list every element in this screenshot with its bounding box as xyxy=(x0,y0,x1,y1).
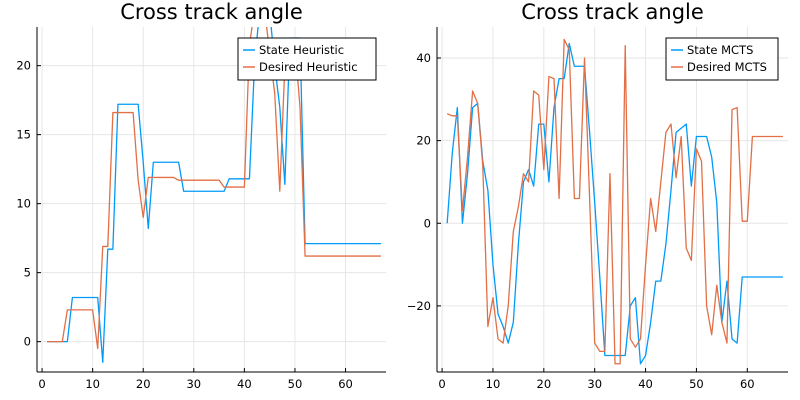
x-tick-label: 20 xyxy=(537,377,552,391)
series-line-1 xyxy=(47,27,381,363)
x-tick-label: 0 xyxy=(438,377,445,391)
legend-label-1: State Heuristic xyxy=(259,43,344,57)
x-tick-label: 20 xyxy=(136,377,151,391)
x-tick-label: 10 xyxy=(486,377,501,391)
y-tick-label: 40 xyxy=(416,51,431,65)
legend-label-2: Desired MCTS xyxy=(687,60,767,74)
x-tick-label: 30 xyxy=(587,377,602,391)
y-tick-label: −20 xyxy=(407,299,431,313)
x-tick-label: 60 xyxy=(740,377,755,391)
legend: State Heuristic Desired Heuristic xyxy=(237,37,377,81)
chart-title: Cross track angle xyxy=(521,0,704,24)
x-tick-label: 60 xyxy=(338,377,353,391)
legend: State MCTS Desired MCTS xyxy=(665,37,779,81)
y-tick-label: 0 xyxy=(24,335,31,349)
chart-panel-1: 0 10 20 30 40 50 60 0 5 10 15 20 Cross track angle St… xyxy=(16,0,386,391)
legend-label-2: Desired Heuristic xyxy=(259,60,358,74)
y-tick-label: 15 xyxy=(16,128,31,142)
y-tick-label: 0 xyxy=(424,216,431,230)
x-tick-label: 30 xyxy=(186,377,201,391)
x-tick-label: 40 xyxy=(237,377,252,391)
y-tick-label: 20 xyxy=(16,59,31,73)
x-tick-label: 0 xyxy=(38,377,45,391)
series-line-2 xyxy=(47,27,381,350)
y-tick-label: 20 xyxy=(416,134,431,148)
chart-title: Cross track angle xyxy=(120,0,303,24)
legend-box xyxy=(665,37,779,81)
legend-box xyxy=(237,37,377,81)
series-line-1 xyxy=(446,42,783,365)
x-tick-label: 50 xyxy=(689,377,704,391)
x-tick-label: 10 xyxy=(85,377,100,391)
y-tick-label: 5 xyxy=(24,266,31,280)
x-tick-label: 40 xyxy=(638,377,653,391)
x-tick-label: 50 xyxy=(288,377,303,391)
legend-label-1: State MCTS xyxy=(687,43,753,57)
series-line-2 xyxy=(446,38,783,365)
chart-panel-2: 0 10 20 30 40 50 60 −20 0 20 40 Cross track angle St… xyxy=(407,0,788,391)
y-tick-label: 10 xyxy=(16,197,31,211)
